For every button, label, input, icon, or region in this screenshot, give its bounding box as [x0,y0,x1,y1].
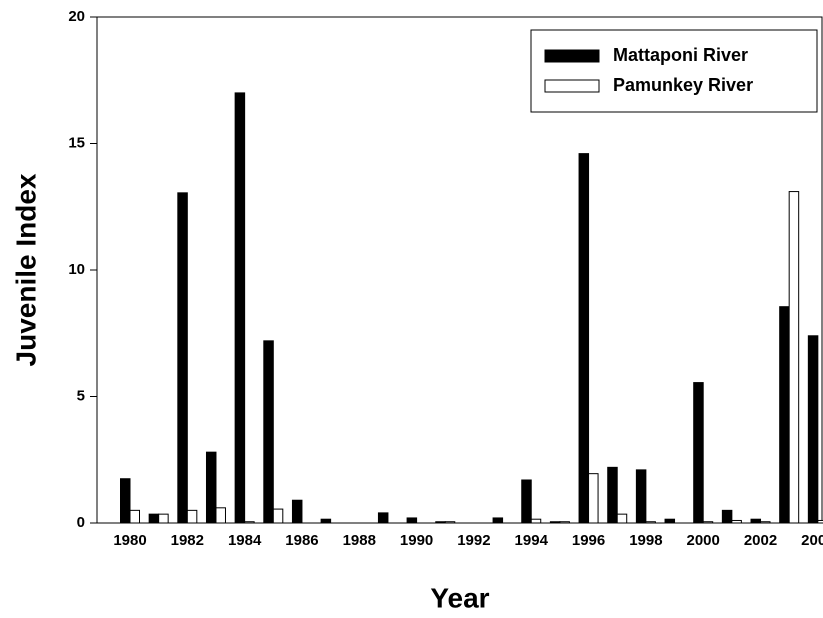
x-tick-label: 1984 [228,532,262,549]
bar [234,92,246,524]
bar [549,521,561,524]
bar [244,521,255,524]
bar [721,509,733,524]
bar [559,521,570,524]
bar [693,382,704,524]
bar [664,518,676,524]
bar [129,509,140,524]
y-tick-label: 20 [68,8,85,25]
bar [807,335,819,524]
bar [635,469,647,524]
y-axis-title: Juvenile Index [10,173,41,366]
bar [205,451,217,524]
x-tick-label: 1982 [171,532,204,549]
bar [435,521,446,524]
bar [158,513,169,524]
y-tick-label: 0 [77,514,85,531]
x-tick-label: 1998 [629,532,662,549]
bar [272,508,284,524]
bar [177,192,188,524]
bar [588,473,599,524]
bar [702,521,714,524]
x-tick-label: 1994 [515,532,549,549]
bar [377,512,389,524]
x-tick-label: 2004 [801,532,823,549]
bar [607,466,618,524]
x-tick-label: 2002 [744,532,777,549]
bar [817,519,823,524]
bar [731,519,742,524]
bar [186,509,198,524]
x-tick-label: 1992 [457,532,490,549]
x-tick-label: 1986 [285,532,318,549]
x-tick-label: 1988 [343,532,376,549]
bar [215,507,226,524]
legend-label: Pamunkey River [613,75,753,95]
x-tick-label: 1980 [113,532,146,549]
x-tick-label: 2000 [687,532,720,549]
x-tick-label: 1990 [400,532,433,549]
bar [645,521,656,524]
bar [779,306,790,524]
bar [578,153,590,524]
bar [492,517,504,524]
y-tick-label: 15 [68,134,85,151]
legend-label: Mattaponi River [613,45,748,65]
bar [760,521,771,524]
bar [120,478,131,524]
bar [291,499,303,524]
y-tick-label: 10 [68,261,85,278]
bar [788,191,800,524]
legend-swatch [544,49,600,63]
legend-box [530,29,818,113]
bar [320,518,332,524]
y-tick-label: 5 [77,387,85,404]
bar [444,521,456,524]
x-tick-label: 1996 [572,532,605,549]
bar [530,518,542,524]
bar [521,479,532,524]
bar [263,340,274,524]
x-axis-title: Year [430,582,489,613]
bar [616,513,628,524]
legend-swatch [544,79,600,93]
bar [148,513,160,524]
bar [406,517,418,524]
bar [750,518,762,524]
